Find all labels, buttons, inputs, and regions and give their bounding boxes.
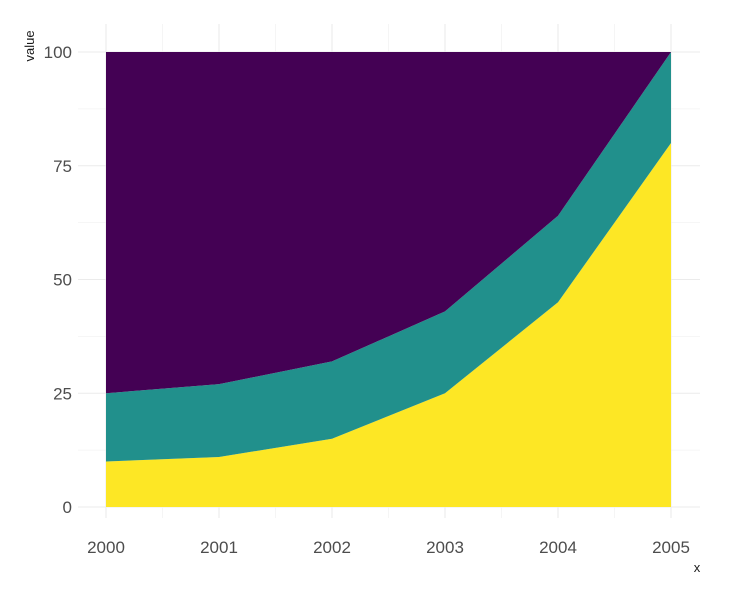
- area-layers: [106, 52, 671, 507]
- x-tick-label: 2005: [652, 538, 690, 557]
- x-tick-label: 2002: [313, 538, 351, 557]
- x-axis-title: x: [694, 560, 701, 575]
- x-tick-label: 2004: [539, 538, 577, 557]
- y-axis-tick-labels: 0 25 50 75 100: [44, 43, 72, 517]
- area-series-1: [106, 143, 671, 507]
- y-axis-title: value: [22, 30, 37, 61]
- area-series-2: [106, 52, 671, 462]
- x-tick-label: 2000: [87, 538, 125, 557]
- y-tick-label: 0: [63, 498, 72, 517]
- y-tick-label: 75: [53, 157, 72, 176]
- x-axis-tick-labels: 2000 2001 2002 2003 2004 2005: [87, 538, 690, 557]
- area-series-3: [106, 52, 671, 394]
- x-tick-label: 2003: [426, 538, 464, 557]
- y-tick-label: 100: [44, 43, 72, 62]
- y-tick-label: 50: [53, 271, 72, 290]
- x-tick-label: 2001: [200, 538, 238, 557]
- y-tick-label: 25: [53, 384, 72, 403]
